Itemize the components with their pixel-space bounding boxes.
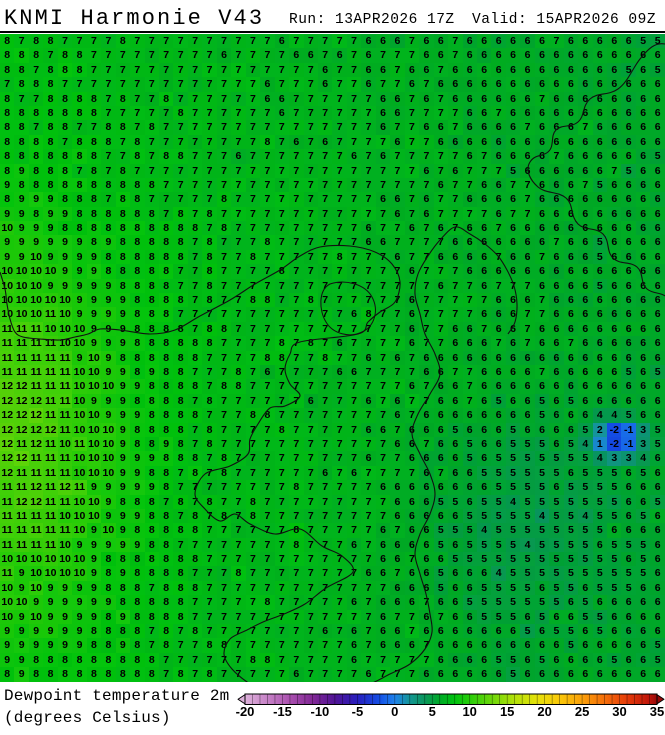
svg-text:-15: -15 bbox=[273, 704, 292, 719]
svg-text:-5: -5 bbox=[352, 704, 364, 719]
svg-text:-20: -20 bbox=[236, 704, 254, 719]
svg-text:10: 10 bbox=[462, 704, 476, 719]
svg-text:5: 5 bbox=[429, 704, 436, 719]
svg-text:30: 30 bbox=[612, 704, 626, 719]
svg-text:25: 25 bbox=[575, 704, 589, 719]
svg-text:15: 15 bbox=[500, 704, 514, 719]
svg-text:20: 20 bbox=[537, 704, 551, 719]
svg-text:0: 0 bbox=[391, 704, 398, 719]
svg-text:-10: -10 bbox=[311, 704, 330, 719]
svg-text:35: 35 bbox=[650, 704, 664, 719]
